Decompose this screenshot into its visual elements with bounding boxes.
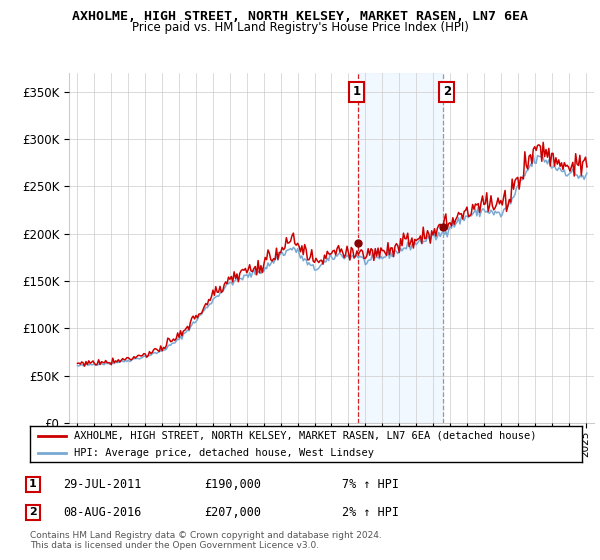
Text: 08-AUG-2016: 08-AUG-2016 xyxy=(63,506,142,519)
Text: Contains HM Land Registry data © Crown copyright and database right 2024.
This d: Contains HM Land Registry data © Crown c… xyxy=(30,530,382,550)
Text: 2: 2 xyxy=(29,507,37,517)
Text: £207,000: £207,000 xyxy=(204,506,261,519)
Text: Price paid vs. HM Land Registry's House Price Index (HPI): Price paid vs. HM Land Registry's House … xyxy=(131,21,469,34)
Bar xyxy=(358,73,443,423)
Text: 1: 1 xyxy=(29,479,37,489)
Text: HPI: Average price, detached house, West Lindsey: HPI: Average price, detached house, West… xyxy=(74,448,374,458)
Text: 7% ↑ HPI: 7% ↑ HPI xyxy=(342,478,399,491)
Text: 1: 1 xyxy=(352,85,361,98)
Text: AXHOLME, HIGH STREET, NORTH KELSEY, MARKET RASEN, LN7 6EA: AXHOLME, HIGH STREET, NORTH KELSEY, MARK… xyxy=(72,10,528,23)
Text: £190,000: £190,000 xyxy=(204,478,261,491)
Text: 2% ↑ HPI: 2% ↑ HPI xyxy=(342,506,399,519)
Text: 2: 2 xyxy=(443,85,451,98)
Text: 29-JUL-2011: 29-JUL-2011 xyxy=(63,478,142,491)
Text: AXHOLME, HIGH STREET, NORTH KELSEY, MARKET RASEN, LN7 6EA (detached house): AXHOLME, HIGH STREET, NORTH KELSEY, MARK… xyxy=(74,431,536,441)
